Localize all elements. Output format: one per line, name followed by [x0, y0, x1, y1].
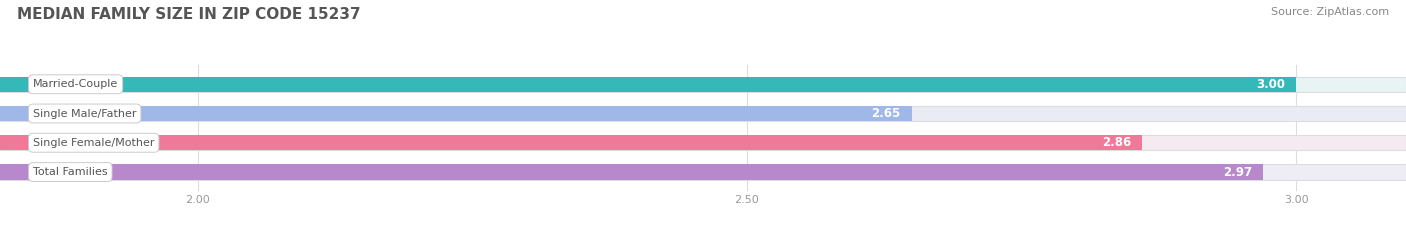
Text: Married-Couple: Married-Couple	[32, 79, 118, 89]
Text: Single Male/Father: Single Male/Father	[32, 109, 136, 119]
Text: 2.86: 2.86	[1102, 136, 1132, 149]
Bar	[0, 106, 1406, 121]
Text: Single Female/Mother: Single Female/Mother	[32, 138, 155, 148]
Text: MEDIAN FAMILY SIZE IN ZIP CODE 15237: MEDIAN FAMILY SIZE IN ZIP CODE 15237	[17, 7, 360, 22]
Text: Source: ZipAtlas.com: Source: ZipAtlas.com	[1271, 7, 1389, 17]
Bar	[0, 77, 1406, 92]
Bar	[0, 164, 1263, 180]
Bar	[0, 135, 1406, 150]
Bar	[0, 135, 1142, 150]
Bar	[0, 106, 911, 121]
Text: 2.65: 2.65	[872, 107, 901, 120]
Text: 2.97: 2.97	[1223, 165, 1253, 178]
Bar	[0, 164, 1406, 180]
Text: Total Families: Total Families	[32, 167, 108, 177]
Bar	[0, 77, 1296, 92]
Text: 3.00: 3.00	[1256, 78, 1285, 91]
